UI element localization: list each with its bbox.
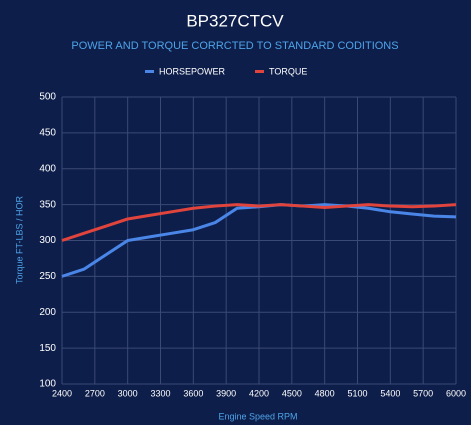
y-tick-label: 400 (39, 163, 56, 174)
x-tick-label: 2400 (52, 388, 72, 398)
x-tick-label: 5700 (413, 388, 433, 398)
x-tick-label: 4500 (282, 388, 302, 398)
chart-title: BP327CTCV (186, 11, 284, 30)
y-tick-label: 500 (39, 92, 56, 103)
x-tick-label: 6000 (446, 388, 466, 398)
y-tick-label: 250 (39, 271, 56, 282)
x-tick-label: 3600 (183, 388, 203, 398)
line-series (61, 203, 457, 242)
x-tick-label: 5100 (347, 388, 367, 398)
y-tick-label: 350 (39, 199, 56, 210)
y-axis-label: Torque FT-LBS / HOR (14, 195, 24, 284)
legend-swatch (145, 70, 154, 73)
y-tick-label: 300 (39, 235, 56, 246)
y-tick-label: 100 (39, 379, 56, 390)
x-tick-label: 4200 (249, 388, 269, 398)
chart-subtitle: POWER AND TORQUE CORRCTED TO STANDARD CO… (71, 40, 398, 52)
x-tick-label: 3000 (118, 388, 138, 398)
x-tick-label: 3900 (216, 388, 236, 398)
legend-swatch (255, 70, 264, 73)
y-tick-label: 150 (39, 343, 56, 354)
y-tick-label: 200 (39, 307, 56, 318)
y-tick-label: 450 (39, 128, 56, 139)
x-axis-label: Engine Speed RPM (218, 411, 297, 421)
x-tick-label: 2700 (85, 388, 105, 398)
legend-label: HORSEPOWER (159, 66, 226, 76)
legend-label: TORQUE (269, 66, 307, 76)
x-tick-label: 4800 (315, 388, 335, 398)
x-tick-label: 5400 (380, 388, 400, 398)
x-tick-label: 3300 (150, 388, 170, 398)
